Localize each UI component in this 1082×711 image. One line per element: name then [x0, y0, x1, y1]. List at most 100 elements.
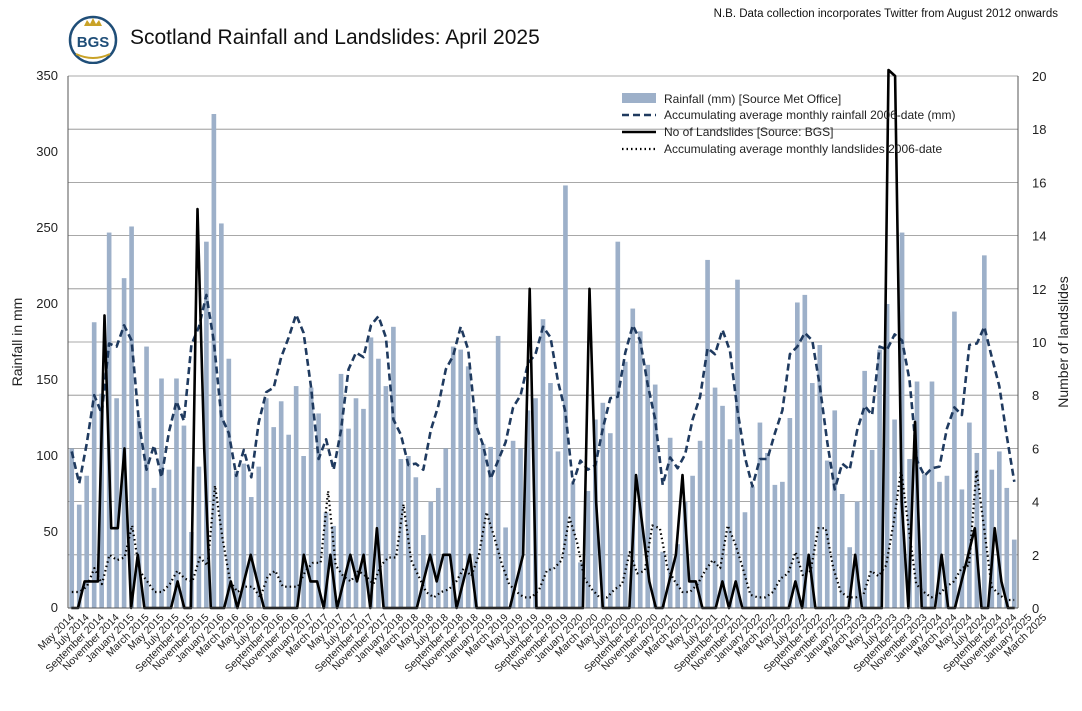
- rainfall-bar: [750, 486, 755, 608]
- rainfall-bar: [847, 547, 853, 608]
- rainfall-bar: [660, 551, 666, 608]
- rainfall-bar: [989, 469, 995, 608]
- rainfall-bar: [944, 475, 950, 608]
- rainfall-bar: [832, 410, 838, 608]
- rainfall-bar: [772, 484, 778, 608]
- rainfall-bar: [862, 370, 867, 608]
- left-axis-tick-label: 100: [36, 448, 58, 463]
- rainfall-bar: [555, 451, 561, 608]
- left-axis-tick-label: 200: [36, 296, 58, 311]
- rainfall-bar: [585, 490, 591, 608]
- rainfall-bar: [630, 308, 636, 608]
- left-axis-tick-label: 250: [36, 220, 58, 235]
- accumulating-landslides-line: [71, 468, 1015, 602]
- left-axis-tick-label: 150: [36, 372, 58, 387]
- rainfall-bar: [263, 398, 269, 608]
- rainfall-bar: [361, 408, 366, 608]
- rainfall-bar: [765, 452, 770, 608]
- bgs-logo-emblem: BGS: [68, 15, 118, 65]
- right-axis-tick-label: 8: [1032, 388, 1039, 403]
- rainfall-bar: [1004, 487, 1010, 608]
- rainfall-bar: [645, 364, 651, 608]
- rainfall-bar: [622, 361, 628, 608]
- rainfall-bar: [727, 439, 733, 608]
- right-axis-tick-label: 10: [1032, 335, 1046, 350]
- right-axis-label: Number of landslides: [1055, 276, 1071, 408]
- rainfall-bar: [974, 452, 980, 608]
- rainfall-bar: [690, 475, 695, 608]
- rainfall-bar: [548, 383, 553, 608]
- rainfall-bar: [256, 466, 262, 608]
- rainfall-bar: [802, 294, 808, 608]
- rainfall-bar: [435, 487, 441, 608]
- rainfall-bar: [69, 448, 75, 608]
- legend: Rainfall (mm) [Source Met Office] Accumu…: [622, 92, 955, 156]
- rainfall-bar: [967, 422, 972, 608]
- rainfall-bar: [578, 562, 583, 608]
- rainfall-bar: [959, 489, 965, 608]
- rainfall-bar: [697, 440, 703, 608]
- right-axis-tick-label: 12: [1032, 282, 1046, 297]
- right-axis-tick-label: 14: [1032, 229, 1046, 244]
- rainfall-bar: [241, 463, 247, 608]
- rainfall-bar: [869, 449, 875, 608]
- rainfall-bar: [144, 346, 149, 608]
- rainfall-bar: [204, 241, 209, 608]
- rainfall-bar: [757, 422, 763, 608]
- rainfall-bar: [929, 381, 935, 608]
- data-note: N.B. Data collection incorporates Twitte…: [713, 8, 1058, 20]
- rainfall-bar: [174, 378, 179, 608]
- left-axis-label: Rainfall in mm: [9, 298, 25, 387]
- rainfall-bar: [877, 349, 882, 608]
- rainfall-bar: [735, 279, 740, 608]
- rainfall-bar: [525, 410, 531, 608]
- rainfall-bar: [675, 544, 680, 608]
- legend-label-accumulating-landslides: Accumulating average monthly landslides …: [664, 142, 942, 156]
- legend-swatch-rainfall: [622, 93, 656, 103]
- rainfall-bar: [151, 487, 157, 608]
- chart-title: Scotland Rainfall and Landslides: April …: [130, 26, 540, 49]
- rainfall-bar: [795, 302, 800, 608]
- rainfall-bar: [450, 346, 456, 608]
- rainfall-bar: [922, 474, 927, 608]
- right-axis-tick-label: 0: [1032, 601, 1039, 616]
- rainfall-bar: [211, 114, 217, 608]
- axes: [67, 76, 1019, 609]
- rainfall-bar: [480, 443, 486, 608]
- bgs-logo: BGS: [66, 14, 120, 65]
- rainfall-bar: [398, 459, 404, 608]
- rainfall-bar: [682, 501, 688, 608]
- rainfall-bar: [129, 226, 134, 609]
- rainfall-bar: [533, 398, 538, 608]
- rainfall-bar: [652, 384, 658, 608]
- rainfall-bar: [809, 383, 815, 608]
- right-axis-tick-label: 4: [1032, 495, 1039, 510]
- rainfall-bar: [166, 469, 172, 608]
- rainfall-bar: [854, 501, 860, 608]
- rainfall-bar: [383, 386, 389, 608]
- rainfall-bar: [84, 475, 90, 608]
- rainfall-bar: [615, 241, 621, 608]
- rainfall-bar: [308, 387, 314, 608]
- rainfall-bar: [667, 437, 673, 608]
- rainfall-bar: [465, 366, 471, 608]
- rainfall-bar: [593, 419, 598, 608]
- rainfall-bar: [331, 525, 336, 608]
- rainfall-bar: [181, 425, 187, 608]
- rainfall-bar: [495, 335, 501, 608]
- rainfall-bar: [787, 418, 793, 608]
- rainfall-bar: [248, 497, 254, 608]
- rainfall-bar: [540, 319, 546, 608]
- right-axis-tick-label: 18: [1032, 122, 1046, 137]
- rainfall-bar: [121, 278, 127, 608]
- rainfall-bar: [91, 322, 97, 608]
- rainfall-bar: [99, 393, 104, 608]
- rainfall-bar: [600, 402, 606, 608]
- left-axis-tick-label: 0: [51, 600, 58, 615]
- rainfall-bar: [106, 232, 112, 608]
- rainfall-bar: [570, 483, 576, 608]
- rainfall-bar: [196, 466, 202, 608]
- rainfall-bar: [473, 408, 478, 608]
- right-axis-tick-label: 16: [1032, 175, 1046, 190]
